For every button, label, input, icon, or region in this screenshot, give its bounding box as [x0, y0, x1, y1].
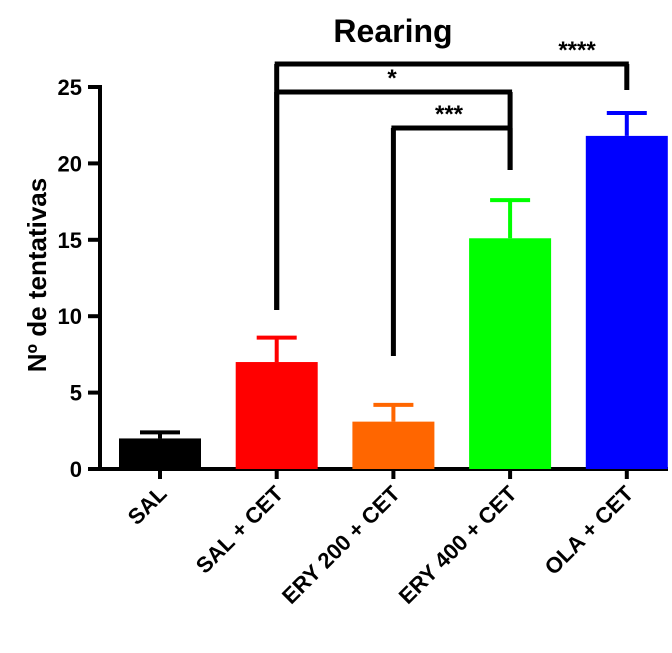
axes: 0 5 10 15 20 25: [58, 75, 668, 482]
y-tick-label: 15: [58, 228, 82, 253]
error-bars: [140, 110, 647, 439]
y-tick-label: 20: [58, 151, 82, 176]
category-label: SAL: [123, 481, 172, 530]
bar: [469, 238, 552, 469]
significance-label: ****: [558, 37, 596, 64]
bar: [119, 438, 201, 469]
y-tick-label: 0: [70, 457, 82, 482]
category-label: SAL + CET: [191, 480, 289, 578]
category-label: OLA + CET: [540, 480, 639, 579]
bar: [235, 362, 318, 469]
y-axis-label: Nº de tentativas: [22, 178, 52, 372]
significance-label: ***: [435, 101, 464, 128]
chart-title: Rearing: [333, 13, 452, 49]
category-label: ERY 400 + CET: [394, 480, 522, 608]
bar: [352, 421, 435, 469]
significance-label: *: [387, 65, 397, 92]
y-tick-label: 25: [58, 75, 82, 100]
y-tick-label: 5: [70, 381, 82, 406]
significance-brackets: ********: [274, 37, 630, 356]
bars: [119, 135, 668, 469]
bar: [585, 135, 668, 469]
y-tick-label: 10: [58, 304, 82, 329]
category-label: ERY 200 + CET: [277, 480, 405, 608]
